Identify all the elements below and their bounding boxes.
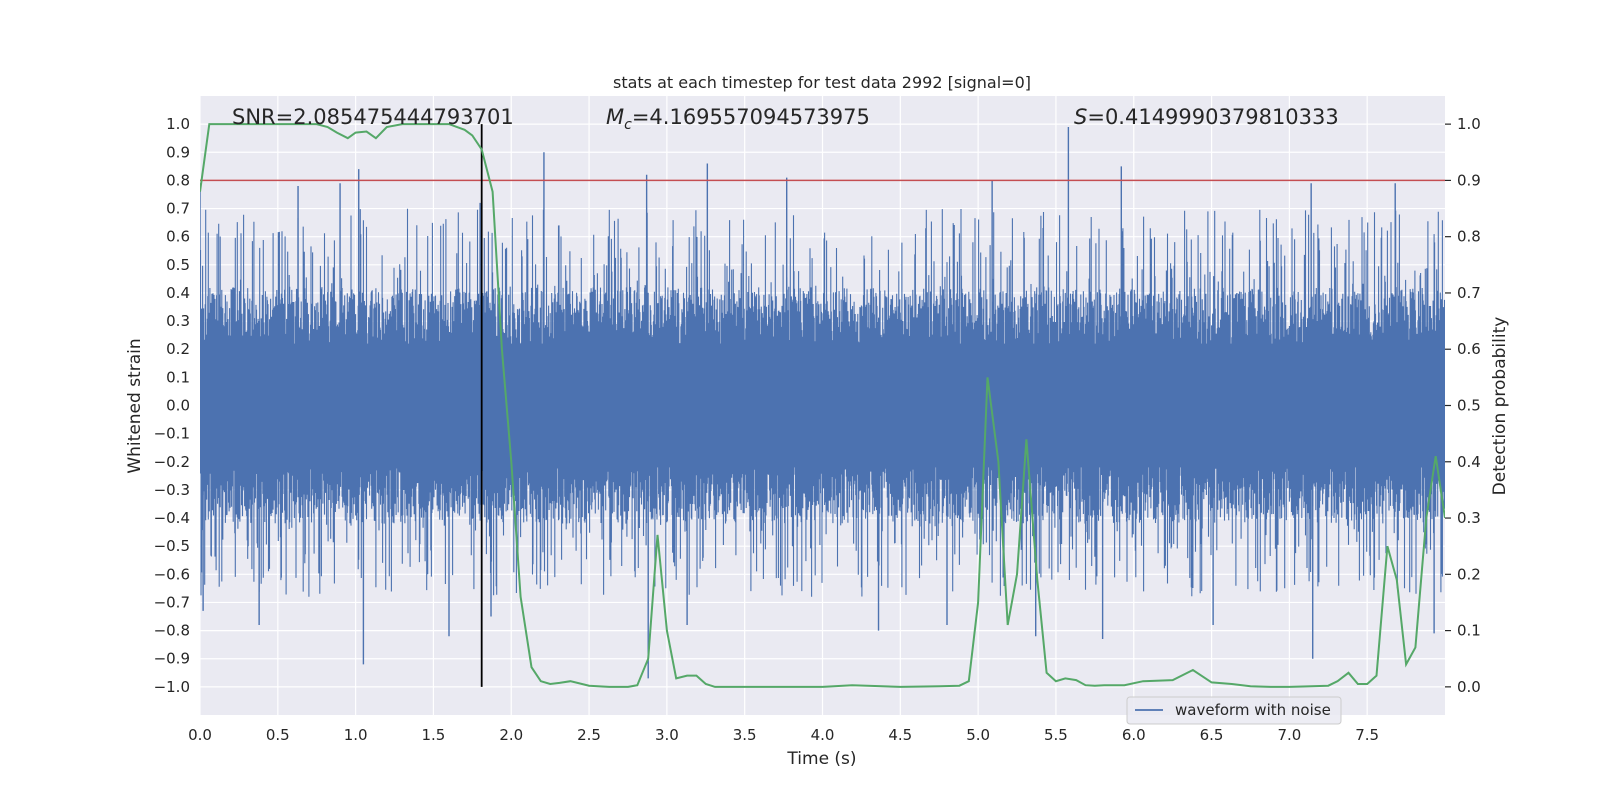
y-tick-label-left: −0.5 <box>154 537 190 555</box>
legend-label: waveform with noise <box>1175 701 1331 719</box>
legend-box <box>1126 696 1342 725</box>
y-tick-label-left: −0.3 <box>154 481 190 499</box>
y-tick-label-right: 0.7 <box>1457 284 1481 302</box>
y-tick-label-left: 0.4 <box>166 284 190 302</box>
x-tick-label: 7.0 <box>1277 726 1301 744</box>
chirp-mass-annotation: Mc=4.169557094573975 <box>606 105 870 133</box>
legend: waveform with noise <box>1126 696 1342 725</box>
x-tick-label: 1.5 <box>422 726 446 744</box>
y-tick-label-right: 0.8 <box>1457 228 1481 246</box>
x-axis-label: Time (s) <box>786 749 856 769</box>
y-tick-label-left: 0.8 <box>166 171 190 189</box>
x-tick-label: 7.5 <box>1355 726 1379 744</box>
mc-subscript: c <box>624 117 632 133</box>
x-tick-label: 4.5 <box>888 726 912 744</box>
y-tick-label-right: 0.0 <box>1457 678 1481 696</box>
y-tick-label-left: 0.7 <box>166 200 190 218</box>
y-ticks-left: 1.0 0.9 0.8 0.7 0.6 0.5 0.4 0.3 0.2 0.1 0.0 −0.1 −0.… <box>154 115 190 696</box>
x-tick-label: 5.0 <box>966 726 990 744</box>
y-tick-label-right: 0.4 <box>1457 453 1481 471</box>
y-tick-label-right: 0.9 <box>1457 171 1481 189</box>
x-tick-label: 0.0 <box>188 726 212 744</box>
x-ticks: 0.0 0.5 1.0 1.5 2.0 2.5 3.0 3.5 4.0 4.5 5.0 5.5 6.0 6… <box>188 726 1379 744</box>
y-tick-label-left: 0.5 <box>166 256 190 274</box>
x-tick-label: 3.5 <box>733 726 757 744</box>
y-tick-label-right: 1.0 <box>1457 115 1481 133</box>
y-ticks-right: 1.0 0.9 0.8 0.7 0.6 0.5 0.4 0.3 0.2 0.1 0.0 <box>1445 115 1481 696</box>
y-tick-label-left: −0.8 <box>154 622 190 640</box>
mc-symbol: M <box>606 105 624 129</box>
probability-series <box>200 123 1445 688</box>
y-tick-label-right: 0.1 <box>1457 622 1481 640</box>
x-tick-label: 4.0 <box>811 726 835 744</box>
x-tick-label: 3.0 <box>655 726 679 744</box>
y-tick-label-left: 0.3 <box>166 312 190 330</box>
y-axis-label-left: Whitened strain <box>125 338 145 473</box>
y-tick-label-left: 0.2 <box>166 340 190 358</box>
y-tick-label-right: 0.2 <box>1457 565 1481 583</box>
x-tick-label: 2.0 <box>499 726 523 744</box>
s-symbol: S <box>1074 105 1087 129</box>
y-tick-label-left: −0.4 <box>154 509 190 527</box>
x-tick-label: 1.0 <box>344 726 368 744</box>
y-tick-label-left: 0.1 <box>166 368 190 386</box>
waveform-series <box>200 126 1445 679</box>
overlay-lines <box>200 124 1445 687</box>
y-tick-label-left: −0.2 <box>154 453 190 471</box>
y-tick-label-left: −0.6 <box>154 565 190 583</box>
x-tick-label: 6.5 <box>1200 726 1224 744</box>
y-tick-label-left: 0.9 <box>166 143 190 161</box>
y-tick-label-right: 0.3 <box>1457 509 1481 527</box>
x-tick-label: 6.0 <box>1122 726 1146 744</box>
x-tick-label: 0.5 <box>266 726 290 744</box>
y-tick-label-left: 1.0 <box>166 115 190 133</box>
y-tick-label-right: 0.6 <box>1457 340 1481 358</box>
y-tick-label-left: −1.0 <box>154 678 190 696</box>
y-tick-label-left: −0.7 <box>154 593 190 611</box>
waveform-noise-line <box>200 208 1445 597</box>
mc-value: =4.169557094573975 <box>632 105 870 129</box>
y-axis-label-right: Detection probability <box>1490 317 1510 496</box>
y-tick-label-left: 0.6 <box>166 228 190 246</box>
x-tick-label: 5.5 <box>1044 726 1068 744</box>
statistic-annotation: S=0.4149990379810333 <box>1074 105 1339 129</box>
x-tick-label: 2.5 <box>577 726 601 744</box>
s-value: =0.4149990379810333 <box>1087 105 1338 129</box>
probability-line <box>200 123 1445 688</box>
chart-title: stats at each timestep for test data 299… <box>613 73 1031 92</box>
y-tick-label-left: −0.9 <box>154 650 190 668</box>
snr-annotation: SNR=2.085475444793701 <box>232 105 514 129</box>
y-tick-label-left: 0.0 <box>166 397 190 415</box>
y-tick-label-left: −0.1 <box>154 425 190 443</box>
y-tick-label-right: 0.5 <box>1457 397 1481 415</box>
